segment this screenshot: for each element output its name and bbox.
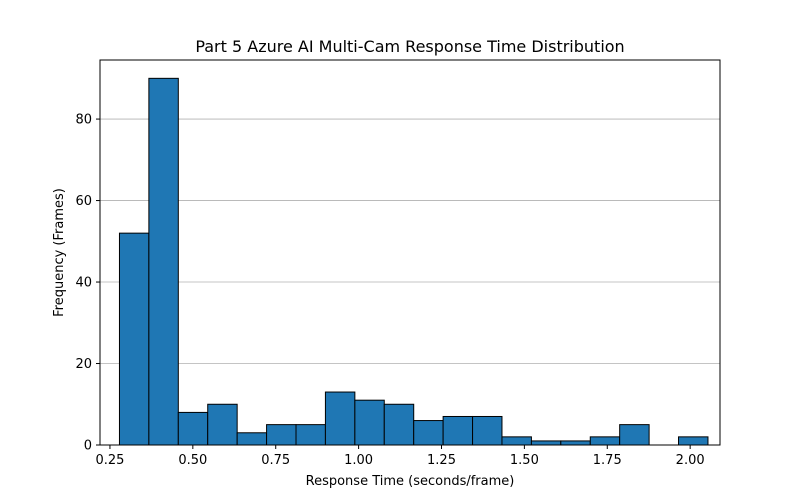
histogram-bar xyxy=(619,424,650,446)
chart-title: Part 5 Azure AI Multi-Cam Response Time … xyxy=(195,37,624,56)
histogram-bar xyxy=(678,436,709,446)
histogram-bar xyxy=(589,436,621,446)
y-tick-label: 80 xyxy=(75,113,92,128)
x-axis-label: Response Time (seconds/frame) xyxy=(306,474,515,489)
y-axis-label: Frequency (Frames) xyxy=(52,188,67,317)
histogram-bar xyxy=(354,399,385,446)
histogram-bars xyxy=(118,77,709,446)
y-tick-label: 40 xyxy=(75,276,92,291)
plot-frame xyxy=(99,59,721,446)
y-axis-ticks: 0 20 40 60 80 xyxy=(75,113,100,454)
y-tick-label: 20 xyxy=(75,357,92,372)
x-tick-label: 1.00 xyxy=(344,453,373,468)
histogram-bar xyxy=(413,420,444,446)
x-tick-label: 1.75 xyxy=(593,453,622,468)
x-tick-label: 0.25 xyxy=(95,453,124,468)
y-gridlines xyxy=(100,118,720,364)
histogram-bar xyxy=(177,411,209,446)
histogram-bar xyxy=(472,415,503,446)
x-tick-label: 0.75 xyxy=(261,453,290,468)
x-tick-label: 2.00 xyxy=(676,453,705,468)
histogram-bar xyxy=(560,440,591,446)
histogram-bar xyxy=(207,403,238,446)
histogram-bar xyxy=(266,424,297,446)
histogram-bar xyxy=(383,403,415,446)
histogram-bar xyxy=(148,77,179,446)
x-tick-label: 1.50 xyxy=(510,453,539,468)
y-tick-label: 0 xyxy=(84,439,92,454)
histogram-bar xyxy=(530,440,562,446)
y-tick-label: 60 xyxy=(75,194,92,209)
x-axis-ticks: 0.25 0.50 0.75 1.00 1.25 1.50 1.75 2.00 xyxy=(95,445,705,468)
x-tick-label: 0.50 xyxy=(178,453,207,468)
histogram-bar xyxy=(236,432,268,446)
histogram-bar xyxy=(442,415,474,446)
histogram-bar xyxy=(295,424,326,446)
histogram-bar xyxy=(501,436,532,446)
x-tick-label: 1.25 xyxy=(427,453,456,468)
histogram-bar xyxy=(324,391,356,446)
histogram-bar xyxy=(118,232,150,446)
